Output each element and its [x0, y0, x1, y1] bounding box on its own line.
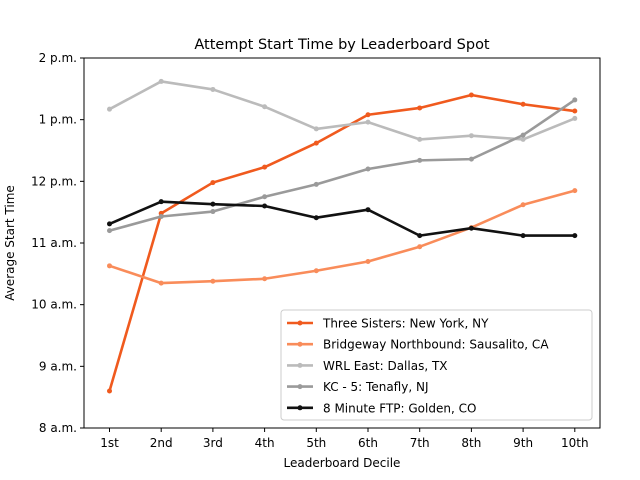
x-tick-label: 10th: [561, 436, 589, 450]
data-point: [210, 201, 216, 207]
x-tick-label: 9th: [513, 436, 533, 450]
chart-title: Attempt Start Time by Leaderboard Spot: [194, 37, 490, 53]
data-point: [313, 268, 319, 274]
data-point: [158, 213, 164, 219]
legend-item: Three Sisters: New York, NY: [287, 317, 489, 331]
data-point: [262, 194, 268, 200]
data-point: [158, 78, 164, 84]
data-point: [210, 278, 216, 284]
x-tick-label: 2nd: [150, 436, 173, 450]
series-line: [109, 98, 576, 232]
data-point: [313, 126, 319, 132]
data-point: [520, 132, 526, 138]
data-point: [262, 276, 268, 282]
data-point: [158, 280, 164, 286]
data-point: [468, 156, 474, 162]
data-point: [313, 215, 319, 221]
legend-marker: [297, 341, 303, 347]
series-line: [109, 189, 576, 285]
data-point: [107, 263, 112, 269]
legend-label: 8 Minute FTP: Golden, CO: [323, 401, 476, 415]
legend-marker: [297, 405, 303, 411]
data-point: [572, 115, 578, 121]
data-point: [417, 136, 423, 142]
data-point: [210, 86, 216, 92]
legend-label: Bridgeway Northbound: Sausalito, CA: [323, 338, 549, 352]
x-tick-label: 8th: [461, 436, 481, 450]
data-point: [262, 203, 268, 209]
y-axis: 8 a.m. 9 a.m. 10 a.m. 11 a.m. 12 p.m. 1 p.m. 2…: [31, 51, 84, 435]
data-point: [468, 133, 474, 139]
data-point: [365, 119, 371, 125]
data-point: [520, 101, 526, 107]
x-axis-label: Leaderboard Decile: [284, 456, 401, 470]
x-tick-label: 3rd: [203, 436, 223, 450]
legend-label: KC - 5: Tenafly, NJ: [323, 380, 428, 394]
series-5: [107, 199, 578, 239]
data-point: [365, 166, 371, 172]
x-tick-label: 4th: [255, 436, 275, 450]
plot-area: [107, 78, 578, 394]
series-line: [108, 80, 576, 141]
x-tick-label: 1st: [100, 436, 119, 450]
data-point: [158, 199, 164, 205]
data-point: [417, 105, 423, 111]
legend-label: WRL East: Dallas, TX: [323, 359, 448, 373]
data-point: [572, 108, 578, 114]
y-tick-label: 12 p.m.: [31, 174, 77, 188]
x-tick-label: 5th: [306, 436, 326, 450]
data-point: [365, 207, 371, 213]
legend-marker: [297, 362, 303, 368]
data-point: [210, 180, 216, 186]
data-point: [417, 233, 423, 239]
legend-item: 8 Minute FTP: Golden, CO: [287, 401, 476, 415]
series-4: [107, 97, 578, 234]
data-point: [365, 112, 371, 118]
data-point: [107, 228, 112, 234]
legend-box: [280, 309, 593, 421]
data-point: [262, 104, 268, 110]
legend-label: Three Sisters: New York, NY: [322, 317, 489, 331]
legend-item: KC - 5: Tenafly, NJ: [287, 380, 428, 394]
data-point: [520, 136, 526, 142]
data-point: [313, 181, 319, 187]
data-point: [313, 140, 319, 146]
x-tick-label: 6th: [358, 436, 378, 450]
data-point: [468, 92, 474, 98]
data-point: [572, 188, 578, 194]
y-tick-label: 1 p.m.: [39, 113, 77, 127]
y-tick-label: 9 a.m.: [39, 359, 77, 373]
legend-marker: [297, 384, 303, 390]
x-tick-label: 7th: [410, 436, 430, 450]
series-1: [107, 92, 578, 394]
data-point: [107, 221, 112, 227]
data-point: [572, 97, 578, 103]
legend: Three Sisters: New York, NY Bridgeway Nor…: [280, 309, 593, 421]
y-tick-label: 11 a.m.: [31, 236, 77, 250]
y-tick-label: 10 a.m.: [31, 298, 77, 312]
x-axis: 1st 2nd 3rd 4th 5th 6th 7th 8th 9th 10th: [100, 428, 589, 450]
data-point: [520, 202, 526, 208]
data-point: [572, 233, 578, 239]
y-axis-label: Average Start Time: [3, 185, 17, 301]
data-point: [210, 209, 216, 215]
legend-item: WRL East: Dallas, TX: [287, 359, 448, 373]
data-point: [365, 259, 371, 264]
data-point: [520, 233, 526, 239]
data-point: [417, 244, 423, 250]
data-point: [468, 225, 474, 231]
data-point: [107, 106, 112, 112]
y-tick-label: 2 p.m.: [39, 51, 77, 65]
series-line: [108, 93, 575, 392]
data-point: [417, 157, 423, 163]
series-3: [107, 78, 578, 142]
data-point: [107, 388, 112, 394]
legend-marker: [297, 320, 303, 326]
data-point: [262, 164, 268, 170]
legend-item: Bridgeway Northbound: Sausalito, CA: [287, 338, 549, 352]
y-tick-label: 8 a.m.: [39, 421, 77, 435]
series-line: [108, 200, 575, 237]
